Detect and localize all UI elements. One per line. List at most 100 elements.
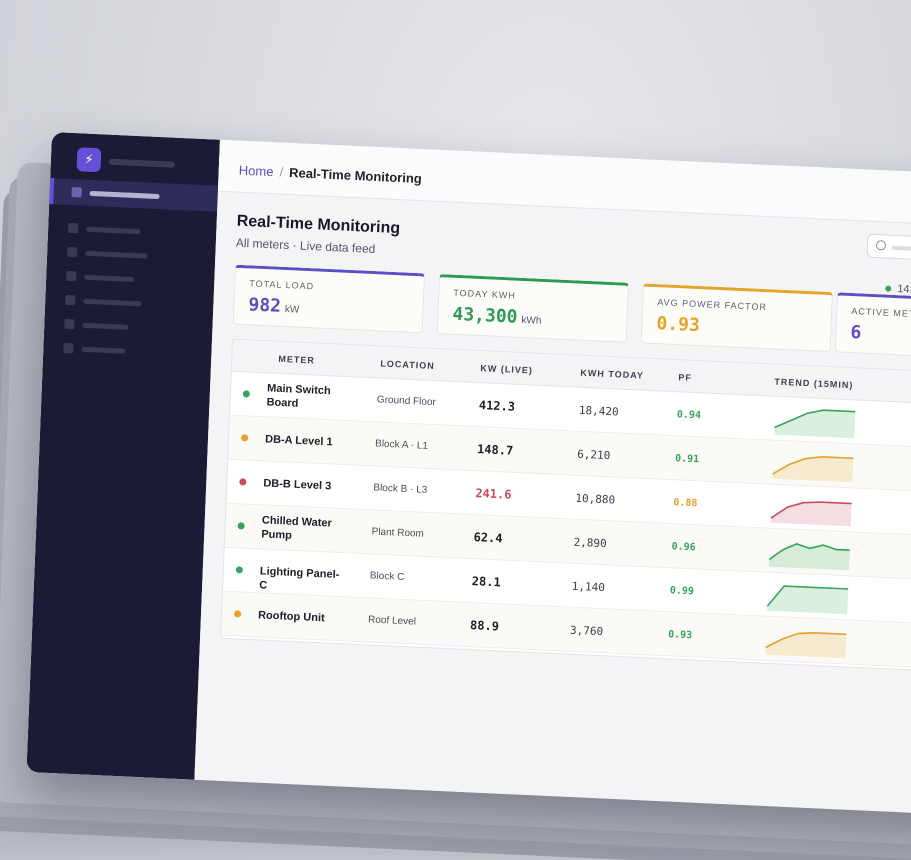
sparkline-line — [765, 632, 847, 649]
status-dot-icon — [239, 478, 247, 486]
meter-name[interactable]: DB-B Level 3 — [263, 477, 332, 493]
sidebar-item-label — [85, 250, 148, 259]
nav-icon — [64, 318, 75, 330]
sidebar-item-label — [89, 190, 160, 200]
trend-sparkline — [772, 403, 857, 439]
sparkline-area — [765, 632, 847, 659]
kpi-label: ACTIVE METERS — [851, 306, 911, 320]
sparkline-line — [770, 501, 852, 519]
meter-name[interactable]: DB-A Level 1 — [264, 433, 333, 449]
kpi-label: AVG POWER FACTOR — [657, 297, 768, 313]
meter-kwh: 2,890 — [573, 535, 607, 551]
sparkline-line — [774, 409, 856, 429]
kpi-card: TODAY KWH 43,300 kWh — [436, 274, 630, 343]
sidebar-item-label — [83, 298, 142, 307]
column-header[interactable]: METER — [278, 353, 316, 366]
status-dot-icon — [237, 522, 245, 530]
meter-location: Block C — [369, 570, 405, 583]
sparkline-area — [768, 543, 850, 571]
meter-kw: 148.7 — [476, 442, 514, 458]
sidebar-item-label — [82, 322, 129, 330]
status-dot-icon — [235, 566, 243, 574]
table-row[interactable]: Chilled Water Pump Plant Room 62.4 2,890 0.9… — [224, 503, 911, 586]
meter-kwh: 3,760 — [569, 623, 604, 639]
breadcrumb: Home / Real-Time Monitoring — [239, 163, 423, 186]
meter-pf: 0.93 — [667, 629, 693, 642]
kpi-label: TOTAL LOAD — [249, 278, 315, 292]
kpi-value: 982 kW — [248, 294, 300, 317]
meter-kwh: 18,420 — [578, 403, 619, 419]
meter-location: Roof Level — [367, 614, 417, 628]
meter-kwh: 10,880 — [575, 491, 616, 507]
sidebar-item-label — [84, 274, 135, 283]
breadcrumb-separator: / — [279, 164, 284, 180]
sparkline-line — [768, 542, 850, 561]
nav-icon — [68, 222, 79, 234]
dashboard-icon — [71, 187, 82, 198]
breadcrumb-home[interactable]: Home — [238, 162, 274, 180]
status-dot-icon — [233, 610, 242, 618]
meter-pf: 0.91 — [674, 453, 700, 466]
sparkline-line — [766, 585, 849, 607]
status-dot-icon — [241, 434, 249, 442]
meter-name[interactable]: Chilled Water Pump — [261, 514, 333, 542]
meter-location: Plant Room — [371, 526, 425, 540]
meter-kw: 88.9 — [469, 618, 500, 634]
kpi-label: TODAY KWH — [453, 287, 517, 301]
sidebar-item-label — [86, 226, 141, 235]
kpi-value: 6 — [850, 322, 862, 343]
nav-icon — [66, 270, 77, 282]
kpi-number: 43,300 — [452, 303, 518, 328]
app-name-placeholder — [108, 158, 176, 168]
kpi-card: AVG POWER FACTOR 0.93 — [640, 283, 834, 353]
table-row[interactable]: DB-A Level 1 Block A · L1 148.7 6,210 0.91 — [228, 415, 911, 498]
search-placeholder — [891, 245, 911, 253]
nav-icon — [65, 294, 76, 306]
page-subtitle: All meters · Live data feed — [235, 235, 376, 257]
bolt-icon[interactable]: ⚡ — [76, 147, 102, 173]
kpi-unit: kW — [284, 304, 300, 316]
meter-name[interactable]: Lighting Panel-C — [259, 565, 340, 592]
column-header[interactable]: PF — [678, 372, 693, 383]
nav-icon — [63, 342, 74, 354]
search-input[interactable] — [866, 233, 911, 265]
meter-kw: 28.1 — [471, 574, 502, 590]
column-header[interactable]: LOCATION — [380, 358, 435, 372]
trend-sparkline — [769, 491, 854, 527]
breadcrumb-current: Real-Time Monitoring — [288, 164, 423, 187]
meter-kwh: 1,140 — [571, 579, 606, 595]
meter-name[interactable]: Main Switch Board — [266, 382, 331, 410]
column-header[interactable]: KWH TODAY — [580, 367, 645, 381]
table-row[interactable]: Lighting Panel-C Block C 28.1 1,140 0.99 — [222, 547, 911, 630]
kpi-number: 6 — [850, 322, 862, 344]
meter-pf: 0.96 — [671, 541, 696, 554]
status-dot-icon — [242, 390, 251, 398]
meter-location: Ground Floor — [376, 394, 437, 409]
meter-location: Block A · L1 — [374, 438, 429, 452]
column-header[interactable]: KW (LIVE) — [480, 363, 534, 376]
meter-kwh: 6,210 — [576, 447, 611, 463]
table-row[interactable]: DB-B Level 3 Block B · L3 241.6 10,880 0.88 — [226, 459, 911, 542]
kpi-unit: kWh — [521, 314, 542, 327]
kpi-value: 43,300 kWh — [452, 304, 542, 329]
live-time: 14:3 — [897, 283, 911, 297]
table-row[interactable]: Main Switch Board Ground Floor 412.3 18,420… — [230, 371, 911, 454]
sidebar: ⚡ — [26, 132, 221, 780]
meter-pf: 0.94 — [676, 409, 702, 422]
trend-sparkline — [765, 579, 850, 615]
kpi-number: 982 — [248, 294, 282, 317]
sparkline-area — [770, 502, 852, 527]
kpi-number: 0.93 — [656, 313, 701, 337]
live-dot-icon — [885, 285, 892, 292]
app-window: ⚡ Home / Real-Time Monitoring Real-Time Mo… — [26, 132, 911, 818]
trend-sparkline — [770, 447, 855, 483]
meter-name[interactable]: Rooftop Unit — [257, 609, 325, 625]
table-row[interactable]: Rooftop Unit Roof Level 88.9 3,760 0.93 — [221, 591, 911, 674]
trend-sparkline — [763, 623, 848, 659]
meter-kw: 241.6 — [475, 486, 512, 502]
trend-sparkline — [767, 535, 852, 571]
sidebar-item[interactable] — [49, 178, 219, 212]
column-header[interactable]: TREND (15MIN) — [774, 376, 854, 391]
sparkline-line — [772, 456, 854, 475]
